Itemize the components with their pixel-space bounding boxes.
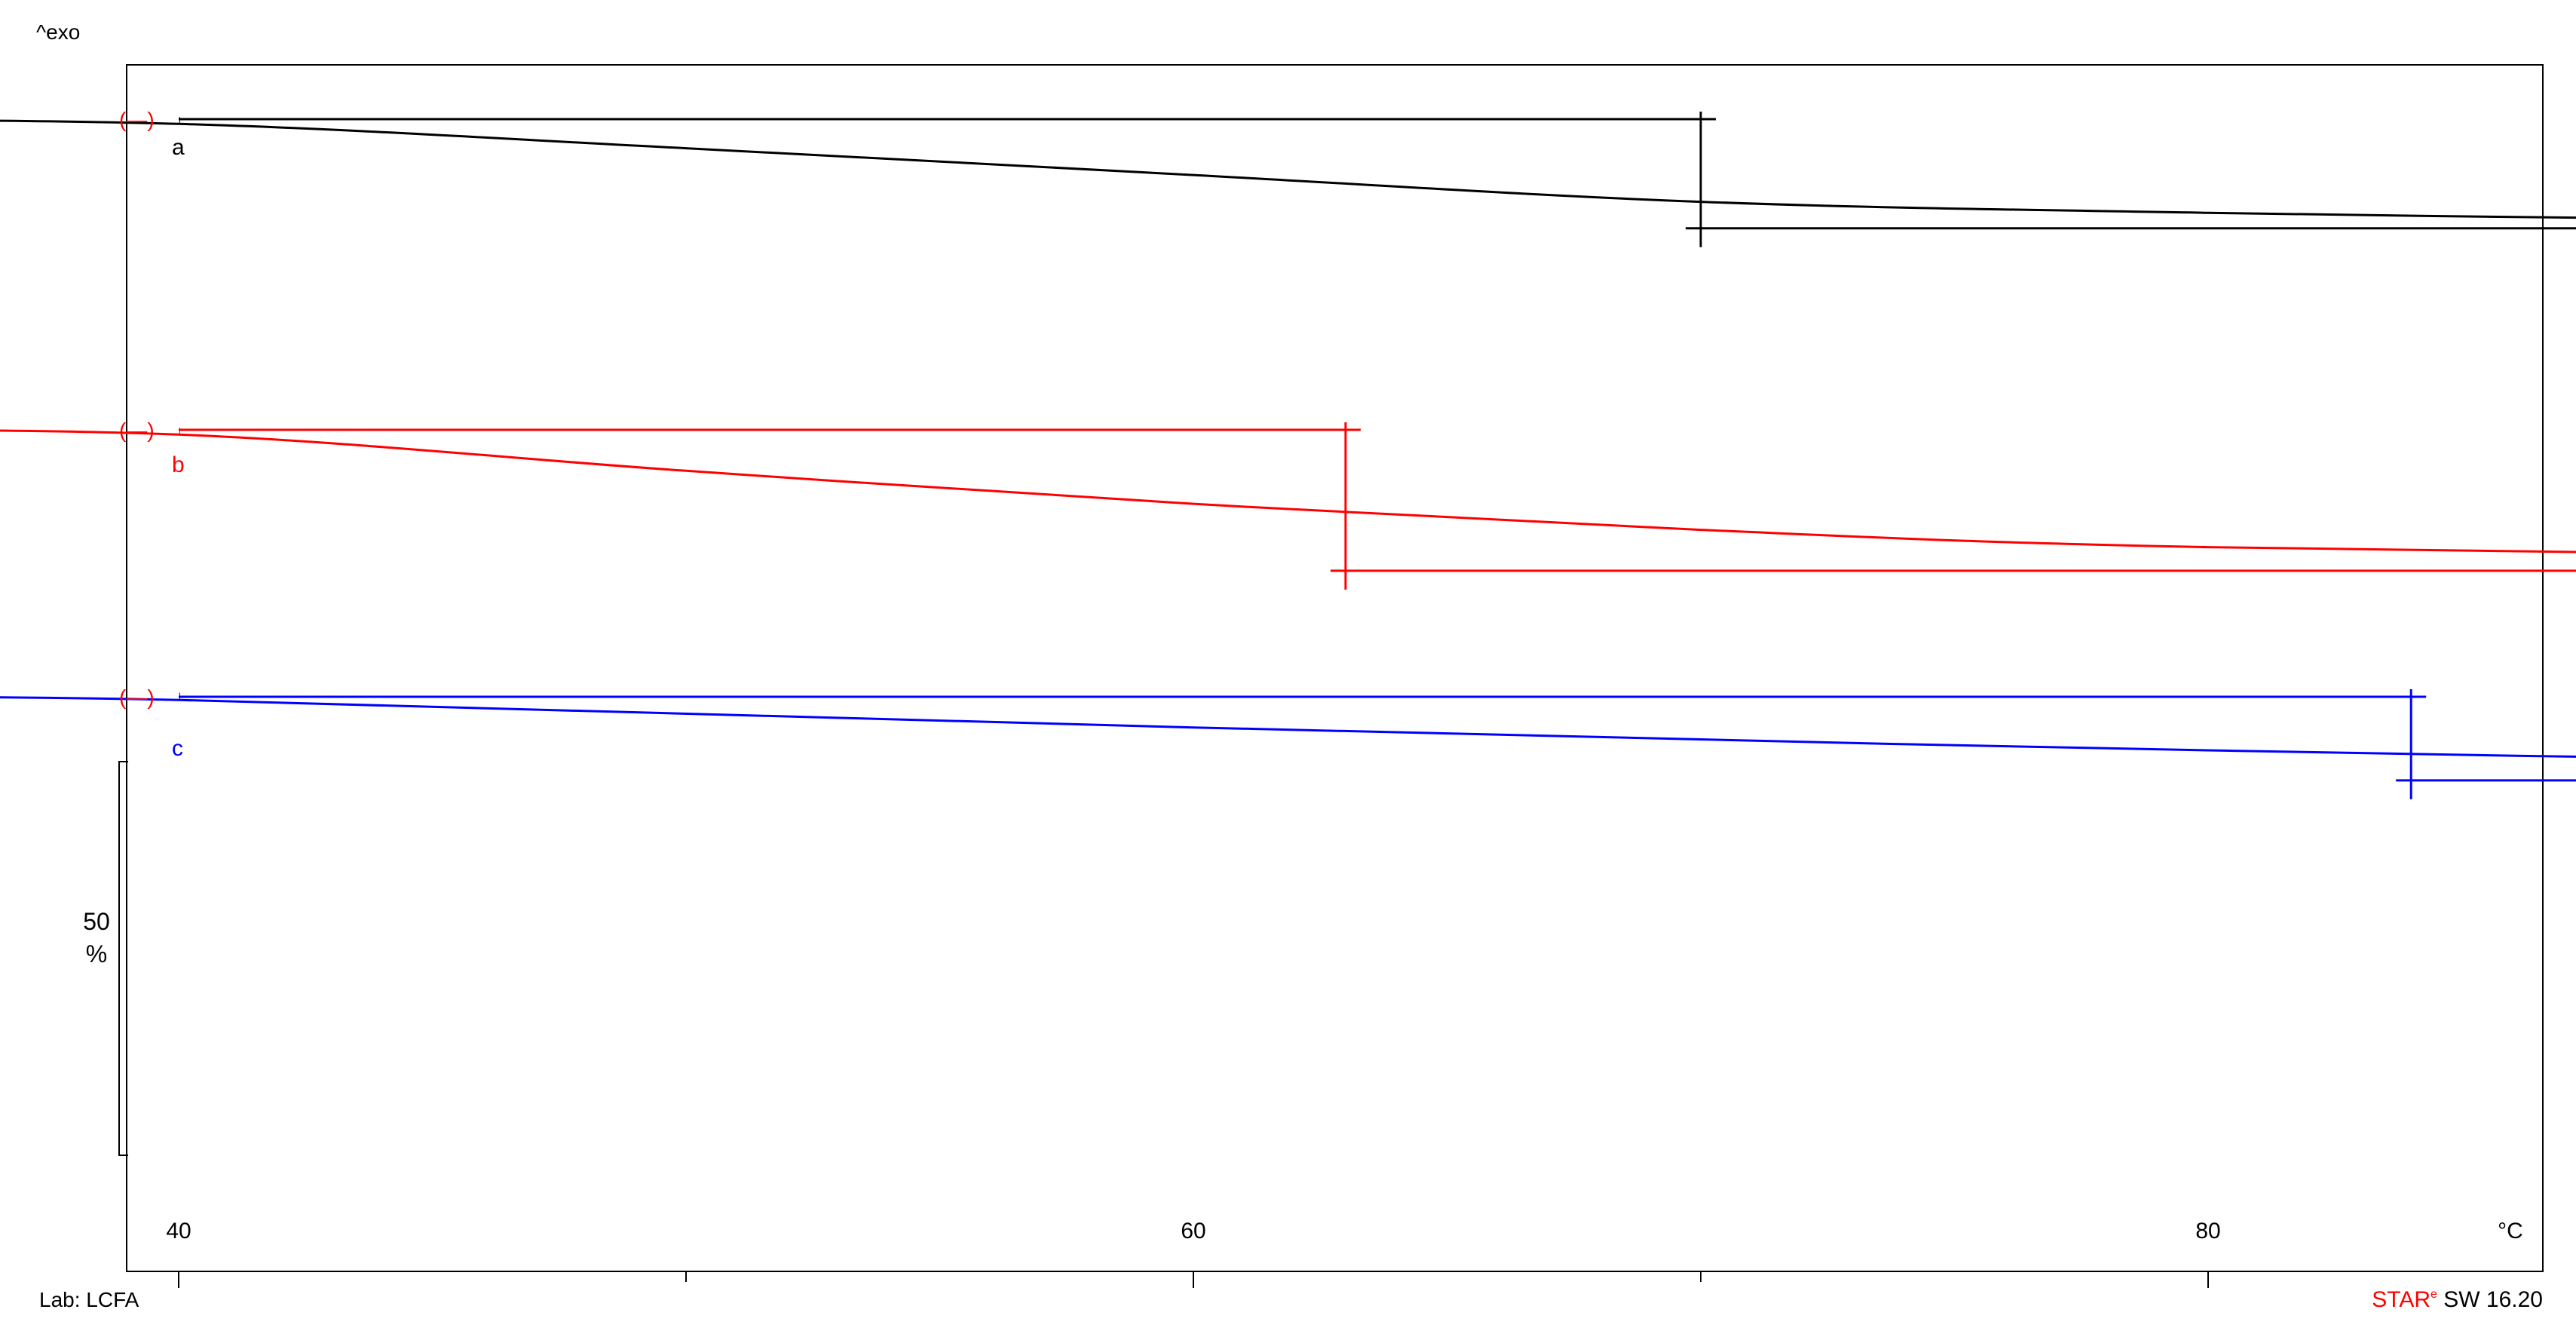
series-b-range-marker: (—)	[119, 419, 155, 442]
scale-bar-unit: %	[86, 940, 107, 967]
scale-bar-value: 50	[83, 908, 110, 935]
series-a-range-marker: (—)	[119, 108, 155, 131]
series-b-label: b	[172, 452, 185, 477]
series-c-limit-marker-0: ˡ	[179, 691, 181, 706]
series-b-limit-marker-0: ˡ	[179, 425, 181, 440]
series-c-range-marker: (—)	[119, 685, 155, 709]
x-tick-label-80: 80	[2195, 1219, 2220, 1243]
software-reg: e	[2431, 1288, 2437, 1301]
software-r: R	[2414, 1287, 2431, 1312]
software-st: ST	[2372, 1287, 2400, 1312]
series-layer: a(—)ˡʳˡʳb(—)ˡʳˡʳc(—)ˡʳˡʳ	[0, 108, 2576, 799]
series-b-curve	[0, 429, 2576, 555]
x-axis: °C 4060801001201401601802002202402602803…	[127, 1219, 2543, 1288]
exo-label: ^exo	[36, 20, 80, 44]
lab-label: Lab: LCFA	[39, 1288, 139, 1311]
series-c-curve	[0, 696, 2576, 759]
series-a-label: a	[172, 135, 185, 160]
series-c: c(—)ˡʳˡʳ	[0, 685, 2576, 799]
scale-bar-bracket	[118, 761, 128, 1156]
software-a: A	[2399, 1287, 2414, 1312]
x-tick-label-40: 40	[166, 1219, 191, 1243]
series-a-limit-marker-0: ˡ	[179, 115, 181, 130]
x-tick-label-60: 60	[1181, 1219, 1205, 1243]
x-axis-unit: °C	[2498, 1219, 2523, 1243]
series-a: a(—)ˡʳˡʳ	[0, 108, 2576, 247]
series-b: b(—)ˡʳˡʳ	[0, 419, 2576, 590]
plot-frame	[126, 64, 2544, 1272]
software-version: SW 16.20	[2437, 1287, 2543, 1312]
series-a-curve	[0, 119, 2576, 219]
scale-bar: 50 %	[83, 761, 128, 1156]
software-label: STARe SW 16.20	[2372, 1287, 2543, 1312]
series-c-label: c	[172, 736, 183, 761]
